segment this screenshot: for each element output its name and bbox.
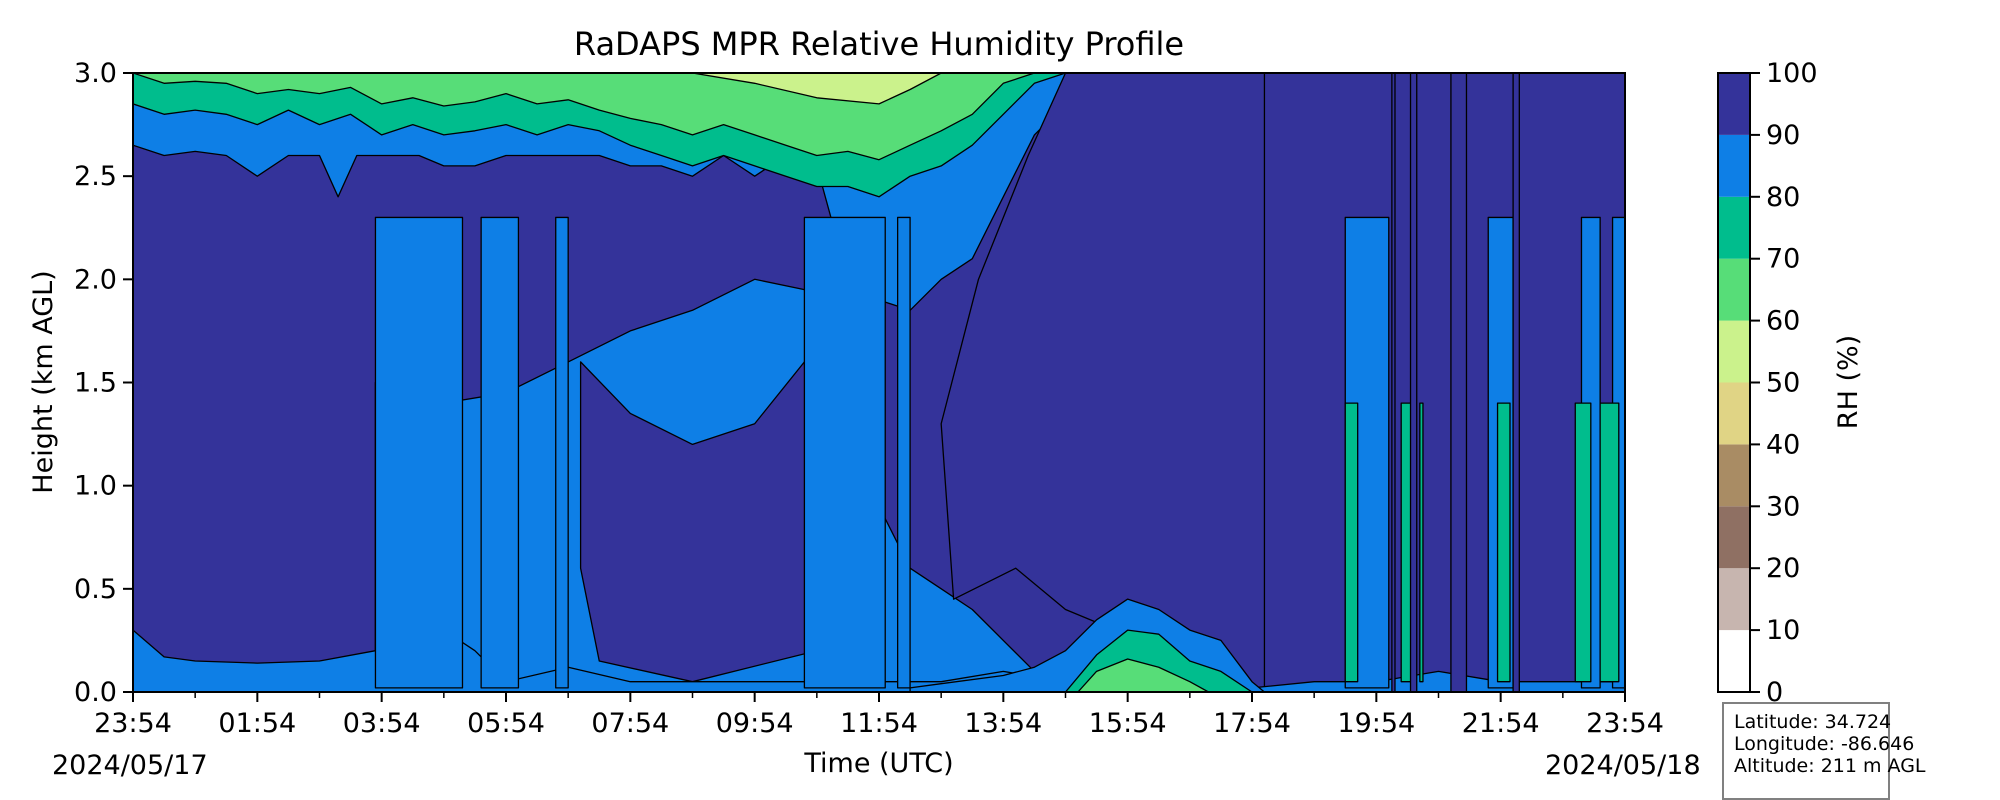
colorbar: 0 10 20 30 40 50 60 70 80 90 100 bbox=[1717, 58, 1818, 708]
y-axis-label: Height (km AGL) bbox=[28, 270, 59, 493]
colorbar-tick-label: 50 bbox=[1766, 368, 1800, 399]
x-tick-label: 03:54 bbox=[343, 708, 421, 739]
rh-70-80-column-2 bbox=[1419, 402, 1424, 683]
rh-80-90-column-0 bbox=[374, 216, 464, 689]
x-tick-label: 05:54 bbox=[467, 708, 545, 739]
rh-80-90-column-3 bbox=[803, 216, 886, 689]
chart-title: RaDAPS MPR Relative Humidity Profile bbox=[574, 25, 1184, 63]
rh-80-90-column-1 bbox=[480, 216, 520, 689]
colorbar-label: RH (%) bbox=[1833, 335, 1864, 429]
colorbar-tick-label: 10 bbox=[1766, 615, 1800, 646]
x-axis-label: Time (UTC) bbox=[803, 748, 953, 779]
rh-70-80-column-4 bbox=[1574, 402, 1592, 683]
y-tick-label: 2.5 bbox=[74, 161, 117, 192]
colorbar-segment bbox=[1718, 630, 1750, 692]
colorbar-tick-label: 40 bbox=[1766, 429, 1800, 460]
rh-90-100-column-2 bbox=[1450, 73, 1468, 692]
rh-90-100-column-0 bbox=[1391, 73, 1396, 692]
colorbar-tick-label: 70 bbox=[1766, 244, 1800, 275]
y-tick-label: 0.5 bbox=[74, 574, 117, 605]
rh-70-80-column-3 bbox=[1496, 402, 1511, 683]
x-tick-label: 07:54 bbox=[591, 708, 669, 739]
x-tick-label: 17:54 bbox=[1213, 708, 1291, 739]
rh-70-80-column-0 bbox=[1344, 402, 1359, 683]
y-tick-label: 3.0 bbox=[74, 58, 117, 89]
colorbar-segment bbox=[1718, 73, 1750, 135]
rh-90-right-lobe bbox=[940, 73, 1266, 692]
x-tick-label: 01:54 bbox=[218, 708, 296, 739]
colorbar-segment bbox=[1718, 444, 1750, 507]
start-date-label: 2024/05/17 bbox=[52, 750, 208, 781]
colorbar-tick-label: 90 bbox=[1766, 120, 1800, 151]
y-tick-label: 1.5 bbox=[74, 368, 117, 399]
y-tick-label: 2.0 bbox=[74, 264, 117, 295]
rh-90-100-column-3 bbox=[1512, 73, 1520, 692]
colorbar-tick-label: 60 bbox=[1766, 306, 1800, 337]
x-axis: 23:54 01:54 03:54 05:54 07:54 09:54 11:54 13:54… bbox=[94, 692, 1664, 739]
rh-contour-layers bbox=[133, 73, 1625, 692]
colorbar-tick-label: 100 bbox=[1766, 58, 1818, 89]
y-axis: 0.0 0.5 1.0 1.5 2.0 2.5 3.0 bbox=[74, 58, 133, 708]
x-tick-label: 23:54 bbox=[1586, 708, 1664, 739]
altitude-text: Altitude: 211 m AGL bbox=[1734, 755, 1926, 777]
longitude-text: Longitude: -86.646 bbox=[1734, 733, 1915, 755]
end-date-label: 2024/05/18 bbox=[1545, 750, 1701, 781]
colorbar-tick-label: 0 bbox=[1766, 677, 1783, 708]
y-tick-label: 0.0 bbox=[74, 677, 117, 708]
latitude-text: Latitude: 34.724 bbox=[1734, 711, 1892, 733]
rh-50-60-top-patch bbox=[691, 73, 942, 105]
colorbar-segment bbox=[1718, 506, 1750, 569]
rh-90-100-column-1 bbox=[1409, 73, 1418, 692]
colorbar-tick-label: 80 bbox=[1766, 182, 1800, 213]
rh-70-80-column-5 bbox=[1599, 402, 1620, 683]
x-tick-label: 15:54 bbox=[1089, 708, 1167, 739]
colorbar-tick-label: 20 bbox=[1766, 553, 1800, 584]
colorbar-segment bbox=[1718, 320, 1750, 383]
x-tick-label: 09:54 bbox=[716, 708, 794, 739]
rh-80-90-column-2 bbox=[555, 216, 569, 689]
x-tick-label: 13:54 bbox=[964, 708, 1042, 739]
colorbar-segment bbox=[1718, 568, 1750, 631]
colorbar-segment bbox=[1718, 382, 1750, 445]
colorbar-segment bbox=[1718, 196, 1750, 259]
x-tick-label: 23:54 bbox=[94, 708, 172, 739]
x-tick-label: 19:54 bbox=[1337, 708, 1415, 739]
colorbar-tick-label: 30 bbox=[1766, 491, 1800, 522]
colorbar-segment bbox=[1718, 134, 1750, 197]
station-info-box: Latitude: 34.724 Longitude: -86.646 Alti… bbox=[1722, 702, 1926, 800]
rh-60-70-lower-dome bbox=[1077, 658, 1210, 692]
rh-80-90-column-4 bbox=[897, 216, 911, 689]
x-tick-label: 21:54 bbox=[1462, 708, 1540, 739]
plot-area bbox=[133, 73, 1625, 692]
x-tick-label: 11:54 bbox=[840, 708, 918, 739]
colorbar-segment bbox=[1718, 258, 1750, 321]
y-tick-label: 1.0 bbox=[74, 471, 117, 502]
